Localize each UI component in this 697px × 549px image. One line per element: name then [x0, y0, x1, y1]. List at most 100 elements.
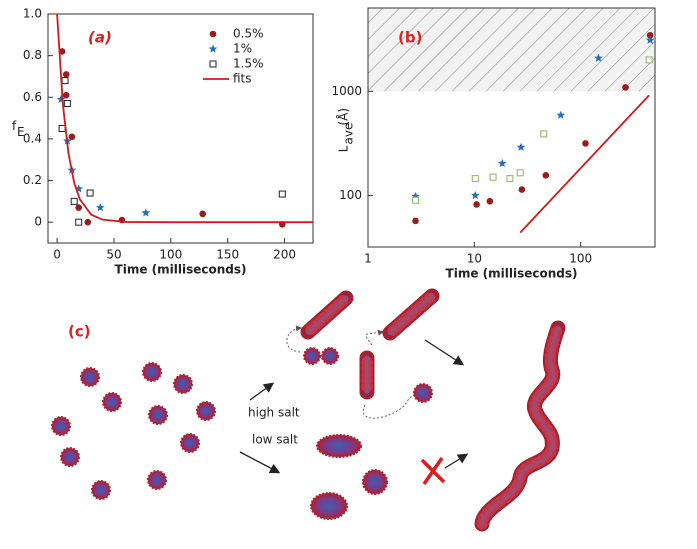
particle: [321, 347, 339, 365]
y-tick-label: 0.4: [23, 131, 42, 145]
fit-line: [56, 14, 313, 224]
arrow: [444, 453, 469, 469]
y-axis-label-main: f: [12, 119, 17, 133]
point: [84, 218, 92, 226]
y-tick-label: 1000: [331, 84, 362, 98]
point: [412, 217, 419, 225]
dotted-arrow: [286, 325, 302, 353]
legend-swatch: [209, 30, 217, 38]
cross: [420, 457, 446, 485]
point: [278, 190, 286, 198]
point: [540, 130, 548, 138]
diagram: [51, 288, 566, 532]
panel-label: (b): [398, 29, 422, 47]
y-tick-label: 0.6: [23, 90, 42, 104]
point: [412, 196, 420, 204]
x-tick-label: 150: [216, 248, 239, 262]
particle: [316, 434, 362, 458]
particle: [180, 433, 200, 453]
point: [516, 142, 526, 151]
point: [199, 210, 206, 218]
particle: [362, 469, 388, 495]
chain-texture: [384, 290, 438, 339]
particle: [142, 362, 162, 382]
x-tick-label: 0: [53, 248, 61, 262]
x-tick-label: 200: [273, 248, 296, 262]
point: [96, 203, 105, 212]
point: [542, 172, 550, 179]
particle: [196, 401, 216, 421]
x-tick-label: 1: [364, 252, 372, 266]
particle: [60, 447, 80, 467]
x-tick-label: 50: [106, 248, 121, 262]
point: [622, 84, 629, 91]
point: [63, 100, 71, 108]
chain-texture: [476, 322, 564, 530]
panel-label: (c): [68, 323, 91, 341]
point: [594, 53, 603, 62]
panel-label: (a): [88, 29, 112, 47]
y-axis-label-sub: ave: [342, 123, 356, 145]
y-axis-label-unit: (Å): [336, 108, 351, 126]
point: [556, 110, 566, 119]
plot-frame: [367, 7, 656, 248]
point: [470, 190, 480, 200]
point: [70, 197, 78, 205]
legend-label: 1.5%: [233, 57, 264, 71]
point: [75, 204, 83, 211]
point: [486, 197, 494, 205]
particle: [303, 347, 321, 365]
particle: [413, 383, 433, 403]
y-axis-label-sub: E: [17, 125, 25, 139]
point: [473, 201, 480, 208]
particle: [51, 416, 71, 436]
point: [61, 77, 69, 85]
x-tick-label: 100: [569, 252, 592, 266]
annotation: low salt: [252, 433, 298, 447]
dotted-arrow: [365, 329, 384, 346]
point: [506, 175, 514, 183]
point: [86, 189, 94, 197]
shaded-region: [368, 8, 655, 92]
y-tick-label: 100: [339, 188, 362, 202]
point: [75, 218, 83, 226]
point: [489, 173, 497, 181]
point: [645, 56, 653, 64]
x-tick-label: 10: [467, 252, 482, 266]
point: [518, 186, 526, 193]
particle: [310, 492, 348, 520]
arrow: [239, 451, 281, 474]
y-tick-label: 1.0: [23, 7, 42, 21]
legend-label: 0.5%: [233, 27, 264, 41]
point: [646, 31, 654, 39]
y-axis-label-main: L: [337, 145, 351, 152]
arrow: [249, 382, 275, 401]
particle: [148, 405, 168, 425]
fit-line: [519, 94, 650, 234]
point: [58, 125, 66, 132]
legend-swatch: [209, 60, 217, 68]
point: [582, 140, 589, 147]
plot-frame: [47, 13, 314, 244]
point: [645, 35, 655, 44]
x-axis-label: Time (milliseconds): [115, 263, 247, 277]
legend-label: 1%: [233, 42, 252, 56]
particle: [80, 367, 100, 387]
point: [471, 175, 479, 183]
annotation: high salt: [248, 406, 300, 420]
point: [141, 208, 151, 217]
point: [62, 91, 70, 99]
particle: [147, 470, 167, 490]
point: [62, 71, 70, 78]
particle: [173, 374, 193, 394]
point: [68, 133, 76, 141]
y-tick-label: 0.2: [23, 173, 42, 187]
x-tick-label: 100: [159, 248, 182, 262]
arrow: [424, 339, 465, 366]
point: [497, 158, 507, 168]
point: [516, 169, 524, 177]
y-tick-label: 0.8: [23, 48, 42, 62]
chain-texture: [302, 292, 352, 338]
